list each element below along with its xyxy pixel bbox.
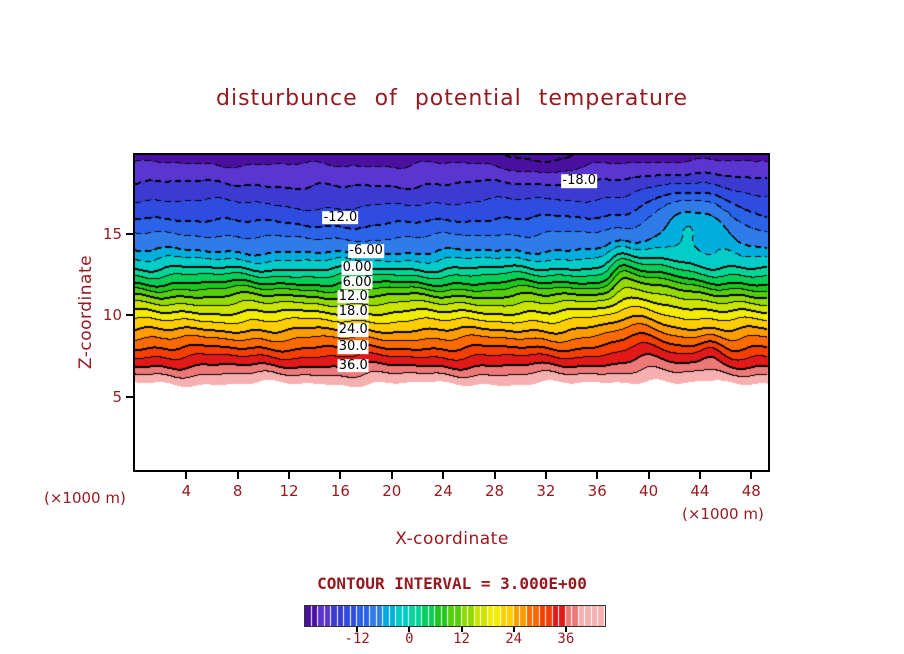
plot-frame [133, 153, 770, 472]
contour-plot-canvas [135, 155, 768, 470]
y-axis-tick [126, 395, 133, 398]
y-axis-unit: (×1000 m) [44, 489, 126, 507]
contour-line-label: -12.0 [322, 209, 359, 225]
contour-line-label: 6.00 [341, 274, 373, 290]
colorbar-tick [512, 627, 515, 632]
x-axis-tick-label: 36 [587, 482, 607, 500]
contour-line-label: 24.0 [337, 322, 369, 338]
colorbar-tick [408, 627, 411, 632]
x-axis-tick [390, 472, 393, 479]
x-axis-tick [596, 472, 599, 479]
x-axis-tick [185, 472, 188, 479]
x-axis-tick [544, 472, 547, 479]
colorbar-tick-label: 24 [505, 631, 523, 647]
colorbar-tick-label: 12 [453, 631, 470, 647]
x-axis-tick-label: 44 [690, 482, 710, 500]
y-axis-tick-label: 10 [102, 306, 122, 325]
colorbar-tick [460, 627, 463, 632]
contour-line-label: 30.0 [337, 339, 369, 355]
x-axis-tick-label: 16 [330, 482, 350, 500]
contour-line-label: 0.00 [341, 260, 373, 276]
y-axis-tick [126, 314, 133, 317]
contour-line-label: -18.0 [561, 173, 598, 189]
x-axis-tick [288, 472, 291, 479]
x-axis-tick-label: 20 [382, 482, 402, 500]
x-axis-tick [698, 472, 701, 479]
y-axis-tick-label: 5 [112, 387, 122, 406]
colorbar-tick-label: 0 [405, 631, 414, 647]
colorbar-tick-label: -12 [344, 631, 370, 647]
colorbar-tick [356, 627, 359, 632]
x-axis-tick-label: 4 [181, 482, 192, 500]
x-axis-tick [339, 472, 342, 479]
contour-line-label: 18.0 [337, 304, 369, 320]
chart-title: disturbunce of potential temperature [216, 86, 688, 111]
x-axis-tick-label: 48 [741, 482, 761, 500]
colorbar-tick [564, 627, 567, 632]
x-axis-tick-label: 8 [232, 482, 243, 500]
x-axis-label: X-coordinate [395, 529, 509, 549]
colorbar [304, 605, 606, 627]
x-axis-tick-label: 40 [639, 482, 659, 500]
x-axis-tick-label: 32 [536, 482, 556, 500]
contour-line-label: 36.0 [337, 357, 369, 373]
x-axis-tick-label: 24 [433, 482, 453, 500]
y-axis-tick-label: 15 [102, 224, 122, 243]
x-axis-tick-label: 28 [484, 482, 505, 500]
x-axis-tick [493, 472, 496, 479]
x-axis-unit: (×1000 m) [682, 505, 764, 523]
contour-line-label: 12.0 [337, 288, 369, 304]
contour-line-label: -6.00 [348, 243, 384, 259]
x-axis-tick [750, 472, 753, 479]
x-axis-tick [236, 472, 239, 479]
contour-interval-note: CONTOUR INTERVAL = 3.000E+00 [317, 574, 587, 593]
x-axis-tick [442, 472, 445, 479]
x-axis-tick [647, 472, 650, 479]
colorbar-tick-label: 36 [557, 631, 575, 647]
y-axis-tick [126, 232, 133, 235]
x-axis-tick-label: 12 [279, 482, 299, 500]
